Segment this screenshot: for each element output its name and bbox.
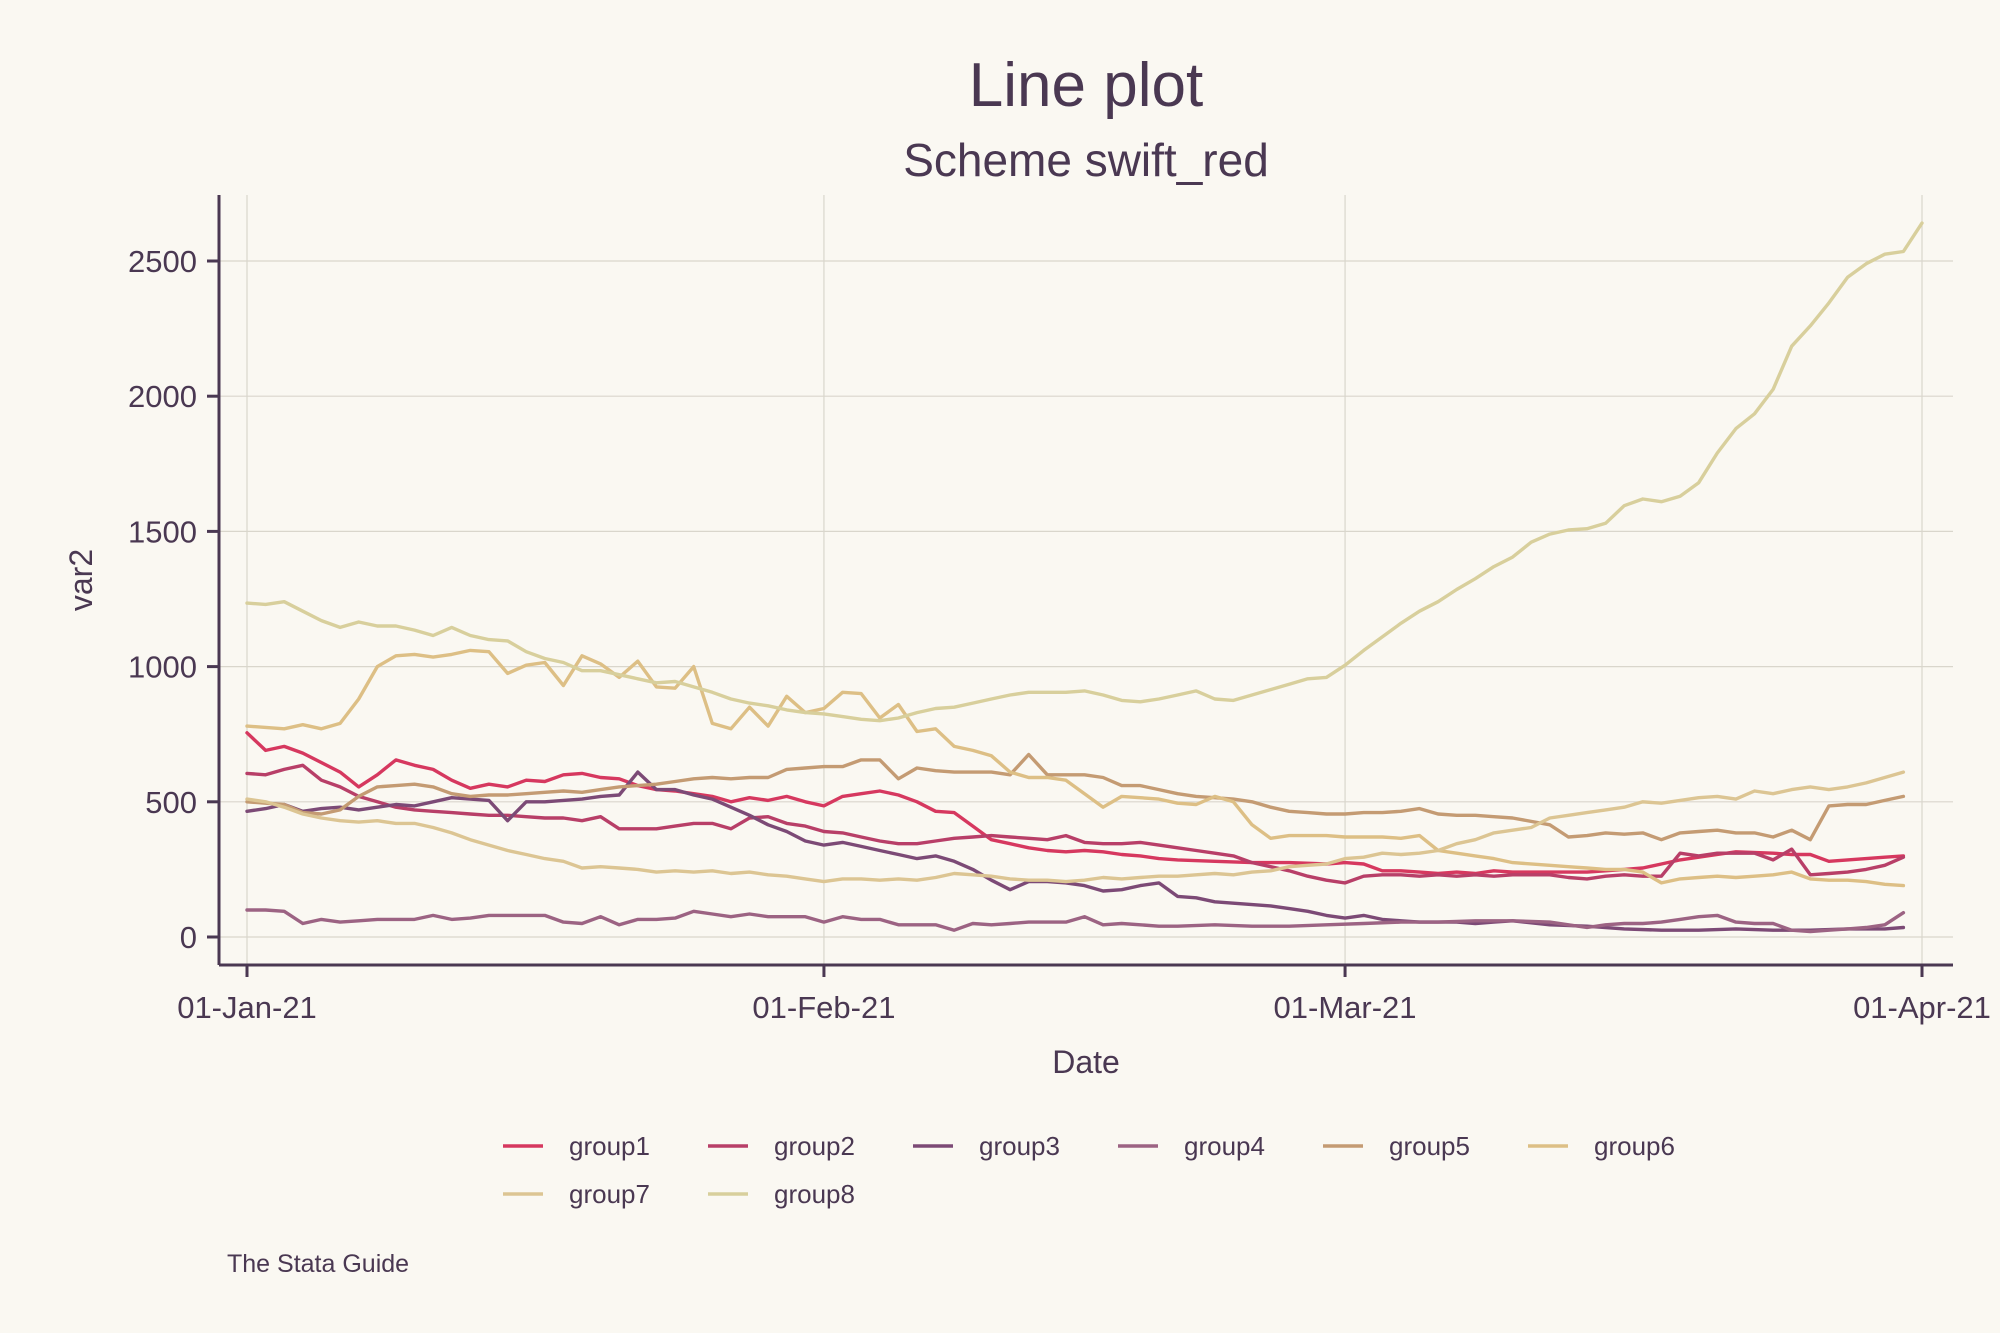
legend-item-group6: group6	[1528, 1131, 1675, 1161]
x-tick-label: 01-Feb-21	[752, 990, 895, 1025]
legend-item-group3: group3	[913, 1131, 1060, 1161]
series-line-group2	[245, 763, 1906, 885]
y-axis-label: var2	[63, 549, 99, 611]
series-line-group7	[245, 770, 1906, 884]
x-tick-label: 01-Mar-21	[1274, 990, 1417, 1025]
legend: group1 group2 group3 group4 group5 group6 grou…	[503, 1131, 1675, 1209]
legend-label: group1	[569, 1131, 650, 1161]
series-line-group8	[245, 221, 1924, 723]
chart-title: Line plot	[969, 51, 1203, 120]
y-tick-label: 2500	[128, 244, 197, 279]
chart-note: The Stata Guide	[227, 1250, 409, 1278]
chart-subtitle: Scheme swift_red	[903, 134, 1269, 186]
series-line-group4	[245, 908, 1906, 934]
series-line-group5	[245, 752, 1906, 842]
legend-label: group6	[1594, 1131, 1675, 1161]
y-axis-ticks: 0 500 1000 1500 2000 2500	[128, 244, 219, 955]
legend-label: group2	[774, 1131, 855, 1161]
legend-item-group5: group5	[1323, 1131, 1470, 1161]
x-axis-label: Date	[1052, 1044, 1120, 1080]
legend-label: group3	[979, 1131, 1060, 1161]
y-tick-label: 2000	[128, 379, 197, 414]
series-line-group6	[245, 648, 1906, 888]
gridlines	[219, 195, 1953, 965]
series-line-group1	[245, 731, 1906, 876]
legend-item-group4: group4	[1118, 1131, 1265, 1161]
y-tick-label: 1000	[128, 650, 197, 685]
legend-label: group7	[569, 1179, 650, 1209]
y-tick-label: 0	[180, 920, 197, 955]
y-tick-label: 1500	[128, 514, 197, 549]
x-axis-ticks: 01-Jan-21 01-Feb-21 01-Mar-21 01-Apr-21	[177, 965, 1991, 1025]
x-tick-label: 01-Jan-21	[177, 990, 317, 1025]
legend-item-group2: group2	[708, 1131, 855, 1161]
x-tick-label: 01-Apr-21	[1853, 990, 1991, 1025]
legend-item-group7: group7	[503, 1179, 650, 1209]
legend-item-group8: group8	[708, 1179, 855, 1209]
legend-label: group8	[774, 1179, 855, 1209]
y-tick-label: 500	[145, 785, 197, 820]
legend-item-group1: group1	[503, 1131, 650, 1161]
series-layer	[245, 221, 1924, 934]
legend-label: group4	[1184, 1131, 1265, 1161]
legend-label: group5	[1389, 1131, 1470, 1161]
